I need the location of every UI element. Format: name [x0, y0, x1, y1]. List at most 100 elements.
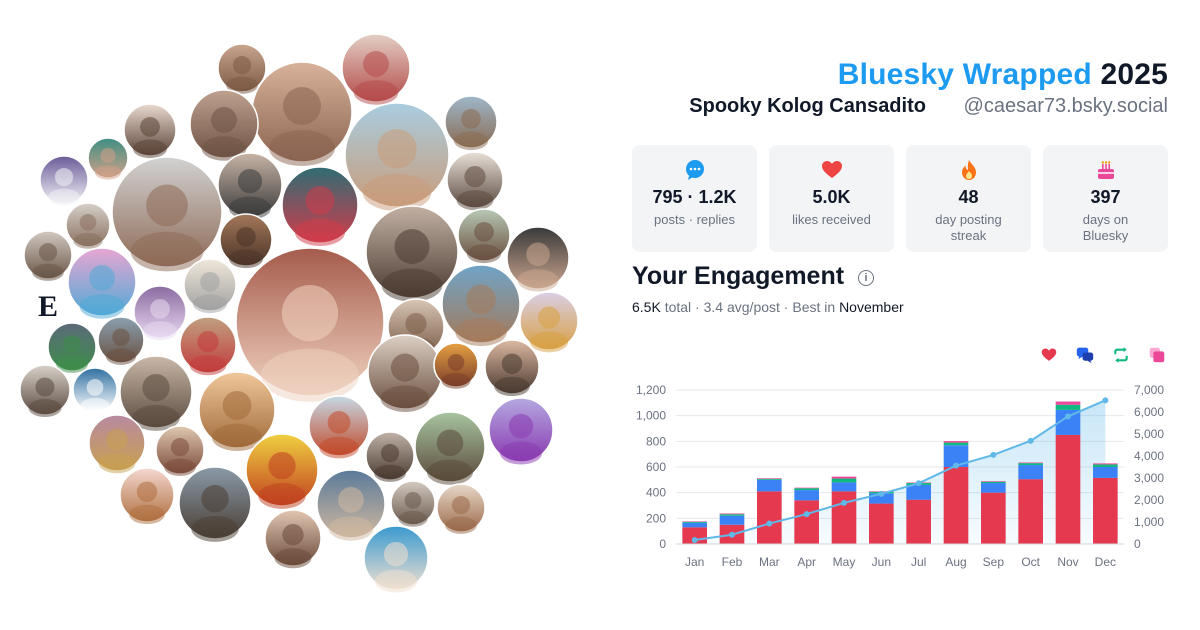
- bar-replies[interactable]: [981, 483, 1006, 493]
- avatar-49[interactable]: [264, 509, 322, 569]
- bar-likes[interactable]: [981, 492, 1006, 544]
- avatar-19[interactable]: [506, 226, 570, 292]
- avatar-33[interactable]: [19, 364, 71, 417]
- cumulative-point[interactable]: [953, 462, 959, 469]
- bar-likes[interactable]: [869, 503, 894, 544]
- repost-icon[interactable]: [1112, 346, 1130, 364]
- avatar-18[interactable]: [23, 230, 73, 281]
- bar-reposts[interactable]: [831, 478, 857, 483]
- avatar-14[interactable]: [65, 202, 111, 249]
- avatar-46[interactable]: [316, 469, 386, 541]
- bar-reposts[interactable]: [757, 478, 782, 480]
- cumulative-point[interactable]: [990, 451, 997, 458]
- avatar-35[interactable]: [119, 355, 193, 431]
- avatar-29[interactable]: [367, 334, 443, 412]
- bar-likes[interactable]: [1018, 479, 1043, 544]
- bar-replies[interactable]: [869, 493, 894, 504]
- avatar-37[interactable]: [308, 395, 370, 459]
- bar-quotes[interactable]: [682, 521, 707, 522]
- bar-quotes[interactable]: [794, 487, 819, 489]
- cumulative-point[interactable]: [1065, 413, 1071, 420]
- bar-quotes[interactable]: [757, 478, 782, 479]
- info-icon[interactable]: i: [858, 269, 875, 286]
- avatar-31[interactable]: [484, 339, 540, 397]
- avatar-28[interactable]: [179, 316, 237, 376]
- bar-quotes[interactable]: [943, 441, 969, 443]
- reply-icon[interactable]: [1076, 346, 1094, 364]
- cumulative-point[interactable]: [915, 480, 922, 487]
- avatar-5[interactable]: [344, 102, 450, 212]
- bar-quotes[interactable]: [1018, 462, 1043, 464]
- avatar-9[interactable]: [39, 155, 89, 206]
- avatar-3[interactable]: [341, 33, 411, 105]
- heart-icon[interactable]: [1040, 346, 1058, 364]
- bar-quotes[interactable]: [719, 513, 745, 515]
- cumulative-point[interactable]: [766, 520, 773, 527]
- avatar-30[interactable]: [433, 342, 479, 389]
- avatar-20[interactable]: [67, 247, 137, 319]
- bar-replies[interactable]: [719, 515, 745, 525]
- cumulative-point[interactable]: [1102, 397, 1109, 404]
- bar-reposts[interactable]: [1093, 464, 1118, 467]
- avatar-23[interactable]: [235, 247, 385, 402]
- avatar-16[interactable]: [365, 205, 459, 302]
- avatar-12[interactable]: [281, 166, 359, 247]
- avatar-8[interactable]: [87, 137, 129, 180]
- avatar-45[interactable]: [178, 466, 252, 542]
- quote-icon[interactable]: [1148, 346, 1166, 364]
- avatar-6[interactable]: [444, 95, 498, 151]
- avatar-26[interactable]: [47, 322, 97, 373]
- bar-reposts[interactable]: [1055, 404, 1081, 410]
- cumulative-point[interactable]: [841, 499, 847, 506]
- bar-likes[interactable]: [794, 500, 819, 544]
- avatar-21[interactable]: [183, 258, 237, 314]
- bar-replies[interactable]: [1018, 465, 1043, 480]
- avatar-11[interactable]: [217, 152, 283, 220]
- bar-reposts[interactable]: [943, 442, 969, 446]
- cumulative-point[interactable]: [878, 490, 885, 497]
- avatar-40[interactable]: [365, 431, 415, 482]
- bar-likes[interactable]: [831, 491, 857, 544]
- cumulative-point[interactable]: [729, 531, 735, 538]
- avatar-50[interactable]: [363, 525, 429, 593]
- avatar-17[interactable]: [457, 208, 511, 264]
- bar-replies[interactable]: [682, 522, 707, 528]
- bar-reposts[interactable]: [794, 488, 819, 491]
- avatar-4[interactable]: [189, 89, 259, 161]
- bar-quotes[interactable]: [831, 476, 857, 479]
- avatar-34[interactable]: [72, 367, 118, 414]
- bar-likes[interactable]: [943, 467, 969, 544]
- avatar-44[interactable]: [119, 467, 175, 525]
- avatar-38[interactable]: [488, 397, 554, 465]
- avatar-27[interactable]: [97, 316, 145, 365]
- cumulative-point[interactable]: [803, 511, 810, 518]
- cumulative-point[interactable]: [1027, 437, 1034, 444]
- avatar-13[interactable]: [446, 151, 504, 211]
- bar-replies[interactable]: [794, 490, 819, 501]
- avatar-39[interactable]: [414, 411, 486, 485]
- user-handle[interactable]: @caesar73.bsky.social: [963, 95, 1168, 117]
- bar-reposts[interactable]: [682, 521, 707, 523]
- bar-quotes[interactable]: [1055, 401, 1081, 405]
- avatar-32[interactable]: [519, 291, 579, 353]
- bar-quotes[interactable]: [981, 481, 1006, 482]
- bar-replies[interactable]: [943, 445, 969, 467]
- bar-likes[interactable]: [1055, 434, 1081, 544]
- avatar-10[interactable]: [111, 156, 223, 272]
- bar-replies[interactable]: [831, 482, 857, 492]
- avatar-1[interactable]: [217, 43, 267, 94]
- avatar-25[interactable]: [441, 264, 521, 347]
- bar-likes[interactable]: [906, 499, 931, 544]
- avatar-2[interactable]: [251, 61, 353, 166]
- avatar-47[interactable]: [390, 480, 436, 527]
- bar-reposts[interactable]: [719, 514, 745, 516]
- avatar-7[interactable]: [123, 103, 177, 159]
- avatar-48[interactable]: [436, 483, 486, 534]
- avatar-36[interactable]: [198, 371, 276, 452]
- bar-replies[interactable]: [1093, 467, 1118, 478]
- bar-reposts[interactable]: [1018, 463, 1043, 466]
- bar-likes[interactable]: [1093, 477, 1118, 544]
- avatar-42[interactable]: [155, 425, 205, 476]
- bar-quotes[interactable]: [1093, 463, 1118, 465]
- avatar-41[interactable]: [88, 414, 146, 474]
